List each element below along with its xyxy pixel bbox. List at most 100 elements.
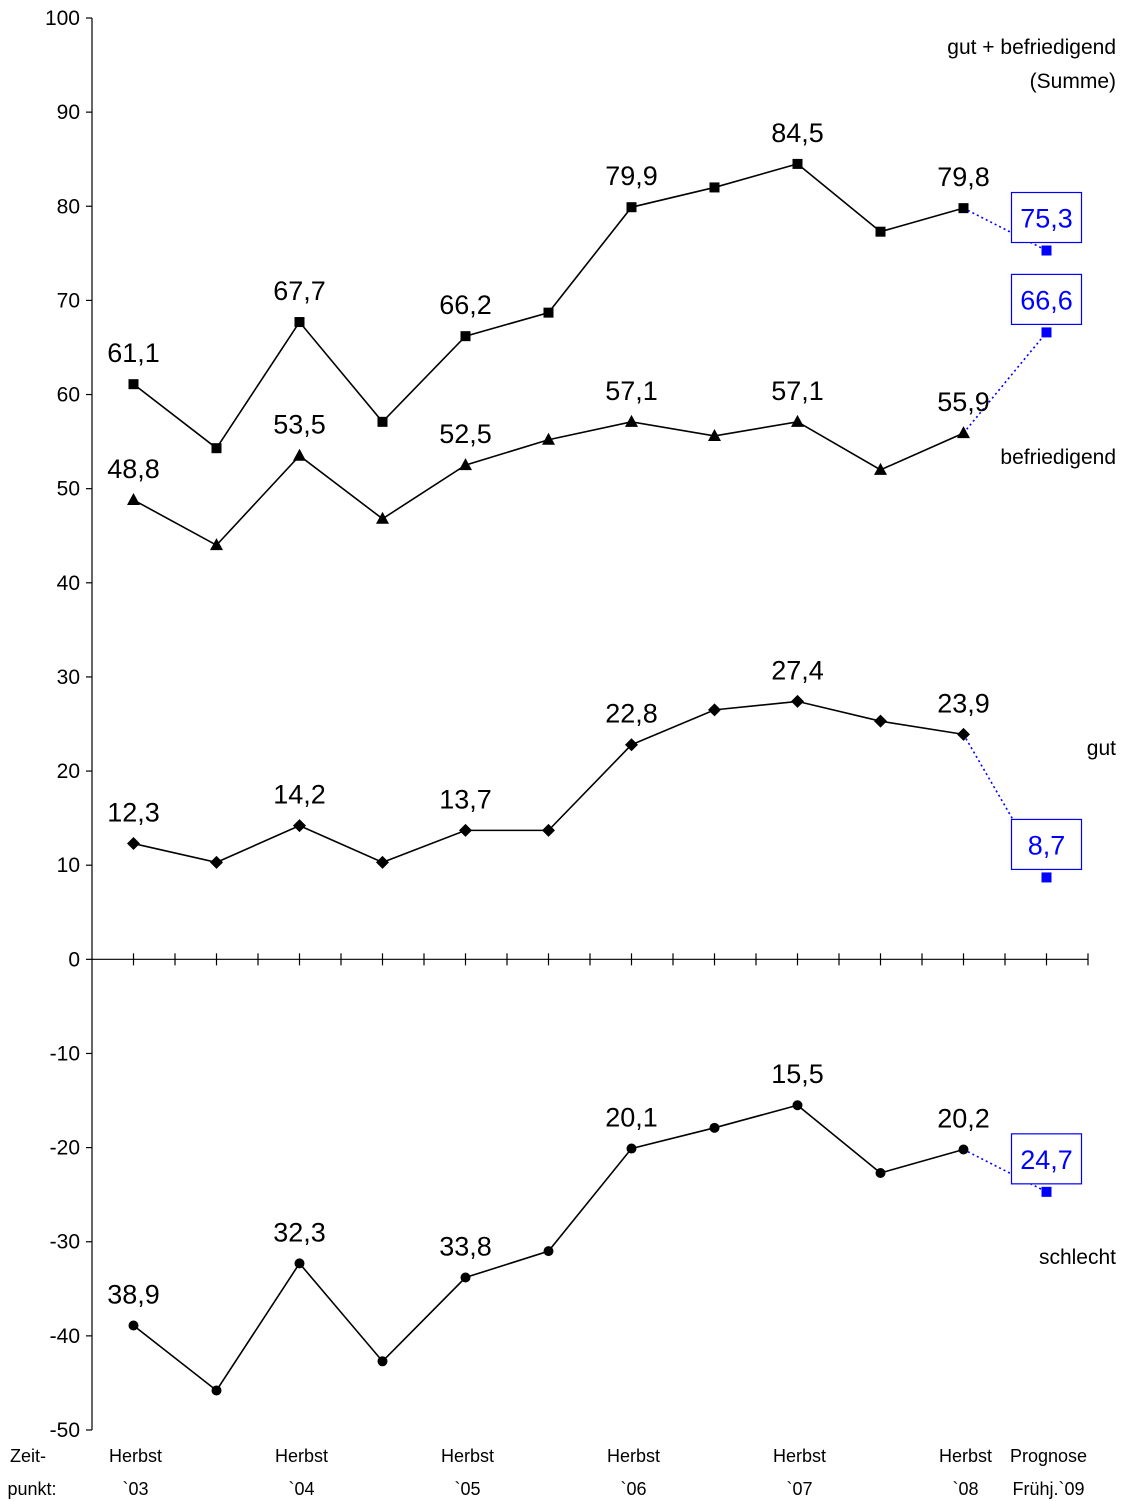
data-point: [376, 511, 389, 524]
data-label: 57,1: [771, 376, 824, 406]
data-point: [791, 694, 804, 708]
y-tick-label: -10: [50, 1042, 80, 1065]
forecast-line: [963, 1148, 1047, 1193]
data-label: 20,2: [937, 1103, 990, 1133]
data-point: [542, 432, 555, 445]
forecast-point: [1041, 245, 1052, 256]
forecast-label: 66,6: [1020, 285, 1073, 315]
data-point: [625, 414, 638, 427]
x-tick-label: `06: [620, 1479, 646, 1499]
forecast-line: [963, 207, 1047, 252]
series-layer: 61,1 67,7 66,2 79,9 84,5 79,8 75,3 gut + befrie…: [107, 36, 1116, 1396]
data-point: [792, 1100, 803, 1111]
series-gut: 12,3 14,2 13,7 22,8 27,4 23,9 8,7 gut: [107, 655, 1116, 883]
data-point: [542, 823, 555, 837]
x-tick-label: `05: [454, 1479, 480, 1499]
forecast-label-box: [1010, 273, 1083, 326]
series-line: [133, 700, 964, 864]
data-label: 67,7: [273, 276, 326, 306]
data-point: [874, 462, 887, 475]
data-point: [377, 416, 388, 427]
series-name-label: gut: [1087, 737, 1116, 760]
data-point: [211, 1385, 222, 1396]
data-label: 38,9: [107, 1280, 160, 1310]
data-label: 33,8: [439, 1232, 492, 1262]
series-befriedigend: 48,8 53,5 52,5 57,1 57,1 55,9 66,6 befriedigend: [107, 273, 1116, 551]
forecast-label: 8,7: [1028, 830, 1066, 860]
data-label: 12,3: [107, 798, 160, 828]
y-tick-label: 90: [57, 101, 80, 124]
data-label: 52,5: [439, 419, 492, 449]
x-tick-label: Herbst: [607, 1446, 660, 1466]
data-point: [127, 492, 140, 505]
y-tick-label: -40: [50, 1325, 80, 1348]
y-tick-label: 60: [57, 384, 80, 407]
x-axis-title: Zeit-: [10, 1446, 46, 1466]
data-point: [459, 823, 472, 837]
series-name-label: befriedigend: [1000, 446, 1116, 469]
forecast-label: 75,3: [1020, 204, 1073, 234]
x-tick-label: Prognose: [1010, 1446, 1087, 1466]
forecast-point: [1041, 1186, 1052, 1197]
data-point: [128, 379, 139, 390]
data-point: [376, 855, 389, 869]
data-label: 13,7: [439, 784, 492, 814]
data-point: [128, 1320, 139, 1331]
y-tick-label: 70: [57, 289, 80, 312]
data-label: 20,1: [605, 1103, 658, 1133]
y-tick-label: 100: [45, 7, 80, 30]
x-axis: [92, 953, 1089, 966]
y-tick-label: 50: [57, 478, 80, 501]
series-gut-befriedigend-summe-: 61,1 67,7 66,2 79,9 84,5 79,8 75,3 gut + befrie…: [107, 36, 1116, 454]
data-point: [626, 1143, 637, 1154]
data-point: [460, 331, 471, 342]
data-point: [127, 837, 140, 851]
y-tick-label: 0: [68, 948, 80, 971]
data-point: [709, 1122, 720, 1133]
data-point: [875, 1168, 886, 1179]
data-point: [874, 714, 887, 728]
x-tick-label: Frühj.`09: [1012, 1479, 1084, 1499]
data-label: 55,9: [937, 387, 990, 417]
data-point: [958, 203, 969, 214]
x-tick-label: `07: [786, 1479, 812, 1499]
y-tick-label: 10: [57, 854, 80, 877]
forecast-label-box: [1010, 818, 1083, 871]
data-point: [294, 1258, 305, 1269]
series-name-label: schlecht: [1039, 1246, 1116, 1269]
data-label: 32,3: [273, 1217, 326, 1247]
forecast-point: [1041, 327, 1052, 338]
data-point: [543, 1246, 554, 1257]
x-tick-label: `08: [952, 1479, 978, 1499]
x-axis-title: punkt:: [7, 1479, 56, 1499]
x-tick-label: Herbst: [773, 1446, 826, 1466]
y-tick-label: 20: [57, 760, 80, 783]
y-tick-label: 40: [57, 572, 80, 595]
series-line: [133, 163, 964, 450]
forecast-label-box: [1010, 191, 1083, 244]
data-point: [460, 1272, 471, 1283]
data-label: 53,5: [273, 410, 326, 440]
data-point: [459, 458, 472, 471]
data-label: 14,2: [273, 780, 326, 810]
data-point: [626, 202, 637, 213]
series-name-label: (Summe): [1030, 70, 1116, 93]
data-label: 15,5: [771, 1059, 824, 1089]
x-tick-label: Herbst: [109, 1446, 162, 1466]
y-tick-label: -30: [50, 1231, 80, 1254]
y-tick-label: -50: [50, 1419, 80, 1442]
x-tick-label: Herbst: [275, 1446, 328, 1466]
data-label: 61,1: [107, 338, 160, 368]
y-tick-label: 80: [57, 195, 80, 218]
x-tick-label: Herbst: [441, 1446, 494, 1466]
series-name-label: gut + befriedigend: [947, 36, 1116, 59]
forecast-point: [1041, 872, 1052, 883]
data-point: [210, 538, 223, 551]
data-label: 23,9: [937, 688, 990, 718]
data-point: [377, 1356, 388, 1367]
data-label: 66,2: [439, 290, 492, 320]
data-point: [293, 819, 306, 833]
series-schlecht: 38,9 32,3 33,8 20,1 15,5 20,2 24,7 schlecht: [107, 1059, 1116, 1396]
